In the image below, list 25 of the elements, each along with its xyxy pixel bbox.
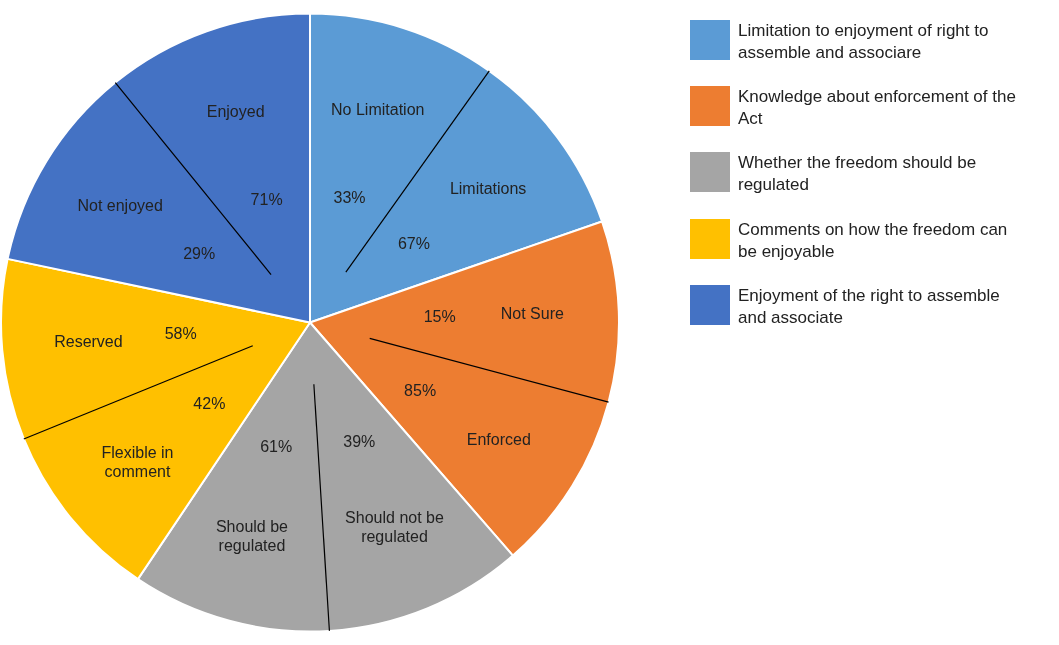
- legend-label: Limitation to enjoyment of right to assemble and associare: [738, 20, 990, 65]
- text: 61%: [260, 438, 293, 456]
- legend-label: Comments on how the freedom can be enjoyable: [738, 218, 1009, 263]
- text: Reserved: [54, 332, 123, 350]
- text: 67%: [397, 235, 430, 253]
- text: No Limitation: [331, 100, 425, 118]
- text: Not Sure: [500, 304, 565, 322]
- text: Should not be regulated: [345, 509, 444, 546]
- text: 29%: [183, 245, 216, 263]
- text: Enjoyed: [206, 103, 265, 121]
- text: 71%: [250, 190, 283, 208]
- text: 33%: [333, 189, 366, 207]
- text: 85%: [404, 381, 437, 399]
- text: Not enjoyed: [77, 196, 163, 214]
- text: Should be regulated: [215, 518, 289, 555]
- text: 39%: [343, 432, 376, 450]
- legend-label: Knowledge about enforcement of the Act: [738, 86, 1017, 131]
- legend-label: Whether the freedom should be regulated: [738, 152, 978, 197]
- text: Enforced: [466, 430, 531, 448]
- legend-label: Enjoyment of the right to assemble and associate: [738, 284, 1001, 329]
- text: 42%: [193, 394, 226, 412]
- text: Limitations: [449, 179, 527, 197]
- text: Flexible in comment: [101, 443, 174, 480]
- text: 58%: [164, 324, 197, 342]
- text: 15%: [423, 308, 456, 326]
